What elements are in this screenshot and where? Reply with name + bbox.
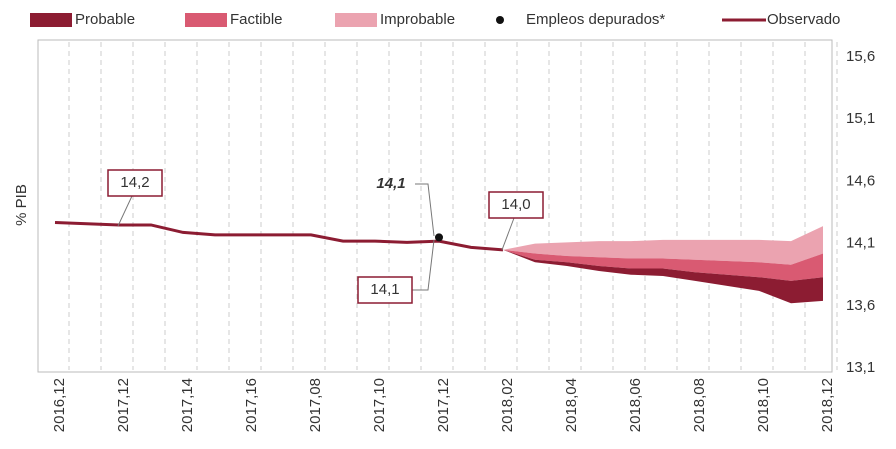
leader-line <box>501 217 515 251</box>
x-tick-label: 2017,08 <box>307 378 324 432</box>
marks <box>54 220 823 304</box>
observed-line <box>54 220 504 252</box>
y-axis-label: % PIB <box>13 184 30 226</box>
y-tick-label: 15,6 <box>846 48 875 65</box>
legend-label: Improbable <box>380 11 455 28</box>
leader-line <box>415 183 435 237</box>
annotations: 14,2 14,1 14,1 14,0 <box>107 169 544 304</box>
grid <box>68 42 838 370</box>
x-tick-label: 2017,16 <box>243 378 260 432</box>
leader-line <box>117 195 133 227</box>
legend-swatch <box>496 16 504 24</box>
legend-label: Empleos depurados* <box>526 11 665 28</box>
y-tick-label: 13,6 <box>846 297 875 314</box>
annotation: 14,0 <box>501 196 530 213</box>
legend-label: Probable <box>75 11 135 28</box>
x-tick-label: 2017,14 <box>179 378 196 432</box>
annotation-box <box>107 169 163 197</box>
fan-band <box>503 249 823 281</box>
y-tick-label: 14,1 <box>846 235 875 252</box>
x-tick-label: 2018,12 <box>819 378 836 432</box>
y-tick-label: 15,1 <box>846 110 875 127</box>
x-tick-label: 2017,12 <box>115 378 132 432</box>
x-tick-label: 2018,06 <box>627 378 644 432</box>
x-tick-label: 2016,12 <box>51 378 68 432</box>
legend: Probable Factible Improbable Empleos depura… <box>30 11 840 28</box>
legend-swatch <box>30 13 72 27</box>
legend-label: Observado <box>767 11 840 28</box>
annotation-box <box>357 276 413 304</box>
x-tick-label: 2018,02 <box>499 378 516 432</box>
annotation-box <box>488 191 544 219</box>
point <box>435 233 443 242</box>
legend-swatch <box>335 13 377 27</box>
fan-band <box>503 249 823 304</box>
y-tick-label: 14,6 <box>846 172 875 189</box>
x-tick-label: 2018,10 <box>755 378 772 432</box>
fan-band <box>503 226 823 265</box>
plot-frame <box>37 39 833 373</box>
x-tick-label: 2018,08 <box>691 378 708 432</box>
legend-swatch <box>185 13 227 27</box>
x-tick-label: 2018,04 <box>563 378 580 432</box>
x-tick-label: 2017,10 <box>371 378 388 432</box>
annotation: 14,1 <box>370 281 399 298</box>
annotation: 14,2 <box>120 174 149 191</box>
x-tick-label: 2017,12 <box>435 378 452 432</box>
leader-line <box>412 239 435 291</box>
legend-label: Factible <box>230 11 283 28</box>
annotation: 14,1 <box>376 175 405 192</box>
y-tick-label: 13,1 <box>846 359 875 376</box>
